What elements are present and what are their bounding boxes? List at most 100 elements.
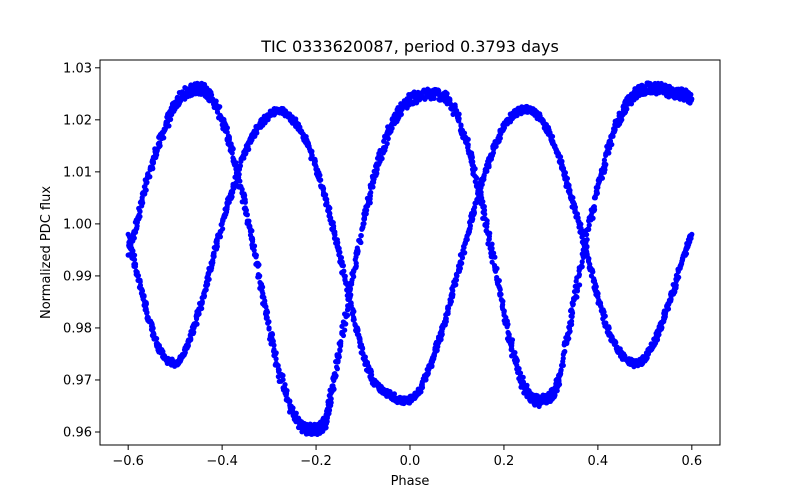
data-point <box>199 300 205 306</box>
data-point <box>361 214 368 221</box>
data-point <box>224 125 230 131</box>
data-point <box>480 199 486 205</box>
data-point <box>333 373 339 379</box>
data-point <box>229 150 235 156</box>
data-point <box>567 328 573 334</box>
data-point <box>603 320 609 326</box>
data-point <box>534 393 541 399</box>
data-point <box>452 277 459 284</box>
data-point <box>335 359 341 365</box>
data-point <box>360 346 366 352</box>
x-axis-ticks: −0.6 −0.4 −0.2 0.0 0.2 0.4 0.6 <box>112 445 702 469</box>
data-point <box>144 180 150 186</box>
data-point <box>606 325 612 331</box>
data-point <box>577 282 583 288</box>
data-point <box>253 252 259 258</box>
data-point <box>594 190 600 196</box>
data-point <box>500 298 506 304</box>
data-point <box>144 310 150 316</box>
data-point <box>367 200 373 206</box>
data-point <box>339 331 345 337</box>
data-point <box>435 87 441 93</box>
data-point <box>338 338 344 345</box>
data-point <box>644 355 650 361</box>
data-point <box>251 247 257 253</box>
data-point <box>168 116 174 122</box>
data-point <box>241 195 247 201</box>
data-point <box>590 215 596 221</box>
data-point <box>448 298 454 305</box>
data-point <box>150 159 156 165</box>
data-point <box>476 186 482 192</box>
data-point <box>552 392 558 398</box>
data-point <box>202 287 208 294</box>
plot-area <box>100 60 720 445</box>
y-tick-label: 0.96 <box>63 425 92 440</box>
data-point <box>256 262 262 268</box>
y-tick-label: 0.97 <box>63 373 92 388</box>
data-point <box>237 163 243 169</box>
data-point <box>482 211 488 217</box>
data-point <box>345 283 351 289</box>
data-point <box>209 265 215 271</box>
data-point <box>490 150 497 156</box>
data-point <box>321 190 327 196</box>
data-point <box>556 377 562 383</box>
data-point <box>352 257 358 263</box>
data-point <box>689 231 695 237</box>
data-point <box>606 150 612 156</box>
data-point <box>472 166 478 172</box>
data-point <box>586 222 592 228</box>
data-point <box>493 143 499 150</box>
data-point <box>489 241 495 247</box>
data-point <box>266 326 272 332</box>
data-point <box>579 264 585 270</box>
data-point <box>588 273 595 279</box>
data-point <box>473 175 480 181</box>
data-point <box>506 331 512 337</box>
data-point <box>193 320 199 326</box>
data-point <box>351 274 357 280</box>
data-point <box>561 349 567 355</box>
data-point <box>132 263 139 270</box>
data-point <box>515 365 522 372</box>
data-point <box>481 207 488 213</box>
data-point <box>661 316 668 322</box>
data-point <box>287 398 293 404</box>
x-tick-label: 0.0 <box>400 454 421 469</box>
data-point <box>135 272 142 279</box>
data-point <box>355 327 361 334</box>
data-point <box>226 137 232 143</box>
data-point <box>239 186 245 192</box>
data-point <box>208 92 215 98</box>
data-point <box>398 111 404 117</box>
data-point <box>282 382 288 388</box>
data-points <box>125 80 695 438</box>
data-point <box>579 259 585 265</box>
data-point <box>512 350 518 356</box>
data-point <box>264 315 270 321</box>
data-point <box>673 282 679 288</box>
data-point <box>612 126 618 132</box>
data-point <box>459 260 465 266</box>
data-point <box>149 165 156 171</box>
data-point <box>340 263 346 269</box>
data-point <box>246 218 252 224</box>
data-point <box>217 104 223 110</box>
data-point <box>508 347 514 353</box>
data-point <box>602 313 608 319</box>
data-point <box>273 356 279 362</box>
y-tick-label: 1.01 <box>63 165 92 180</box>
chart-title: TIC 0333620087, period 0.3793 days <box>260 37 559 56</box>
data-point <box>140 200 146 206</box>
data-point <box>157 140 163 146</box>
data-point <box>131 235 137 241</box>
data-point <box>327 210 333 216</box>
data-point <box>323 425 329 431</box>
data-point <box>558 367 564 373</box>
data-point <box>361 221 367 227</box>
y-tick-label: 0.98 <box>63 321 92 336</box>
data-point <box>461 130 468 136</box>
data-point <box>334 366 340 372</box>
